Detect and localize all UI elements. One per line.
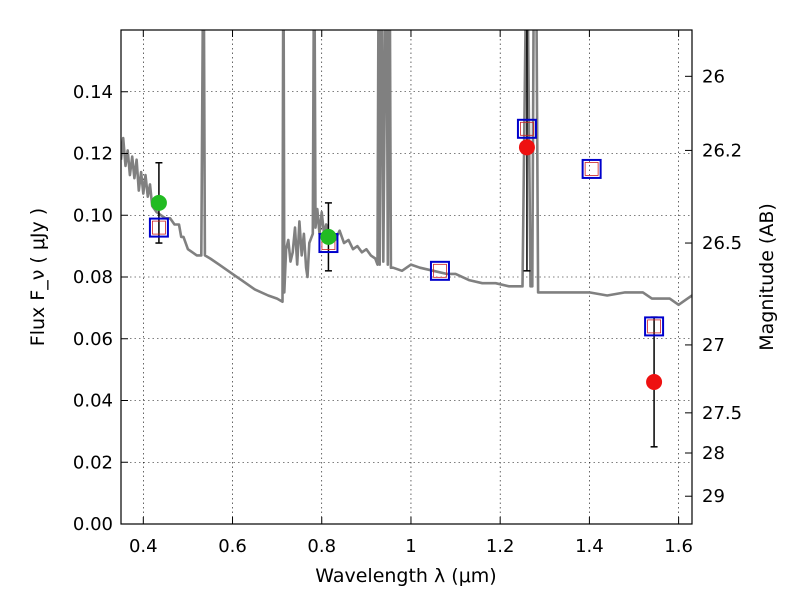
model-spectrum-line: [121, 30, 692, 307]
x-tick-label: 1.4: [575, 536, 604, 557]
x-tick-label: 0.8: [307, 536, 336, 557]
right-tick-label: 26.2: [702, 140, 742, 161]
y-tick-label: 0.02: [73, 452, 113, 473]
observed-optical-point: [150, 194, 167, 211]
y-tick-label: 0.10: [73, 205, 113, 226]
model-photometry-inner-square: [433, 263, 447, 278]
x-tick-label: 1: [405, 536, 416, 557]
y-tick-label: 0.06: [73, 329, 113, 350]
right-axis-title: Magnitude (AB): [756, 203, 778, 351]
y-tick-label: 0.08: [73, 267, 113, 288]
y-tick-label: 0.04: [73, 391, 113, 412]
right-tick-label: 26: [702, 66, 725, 87]
model-photometry-square: [581, 158, 602, 179]
model-photometry-inner-square: [152, 220, 166, 235]
model-photometry-square: [644, 316, 665, 337]
x-axis-title: Wavelength λ (μm): [315, 565, 496, 587]
model-photometry-square: [429, 260, 450, 281]
y-axis-title: Flux F_ν ( μJy ): [27, 208, 49, 346]
axis-ticks: [121, 30, 692, 525]
y-tick-label: 0.12: [73, 144, 113, 165]
x-tick-label: 1.6: [664, 536, 693, 557]
observed-optical-point: [320, 228, 337, 245]
x-tick-label: 0.6: [218, 536, 247, 557]
x-tick-label: 0.4: [129, 536, 158, 557]
model-photometry-square: [516, 118, 537, 139]
model-photometry-inner-square: [584, 162, 599, 176]
right-tick-label: 27: [702, 335, 725, 356]
model-photometry-inner-square: [647, 319, 661, 334]
model-photometry-inner-square: [520, 121, 534, 136]
y-tick-label: 0.00: [73, 514, 113, 535]
observed-nir-point: [646, 373, 663, 390]
right-tick-labels: 26 26.2 26.5 27 27.5 28 29: [702, 66, 742, 507]
right-tick-label: 29: [702, 486, 725, 507]
model-photometry-square: [148, 217, 169, 238]
y-tick-label: 0.14: [73, 82, 113, 103]
model-spectrum-layer: [121, 30, 692, 307]
x-tick-label: 1.2: [486, 536, 515, 557]
right-tick-label: 26.5: [702, 233, 742, 254]
marker-layer: [148, 118, 665, 390]
y-tick-labels: 0.00 0.02 0.04 0.06 0.08 0.10 0.12 0.14: [73, 82, 113, 535]
right-tick-label: 27.5: [702, 403, 742, 424]
right-tick-label: 28: [702, 443, 725, 464]
x-tick-labels: 0.4 0.6 0.8 1 1.2 1.4 1.6: [129, 536, 693, 557]
observed-nir-point: [518, 139, 535, 156]
